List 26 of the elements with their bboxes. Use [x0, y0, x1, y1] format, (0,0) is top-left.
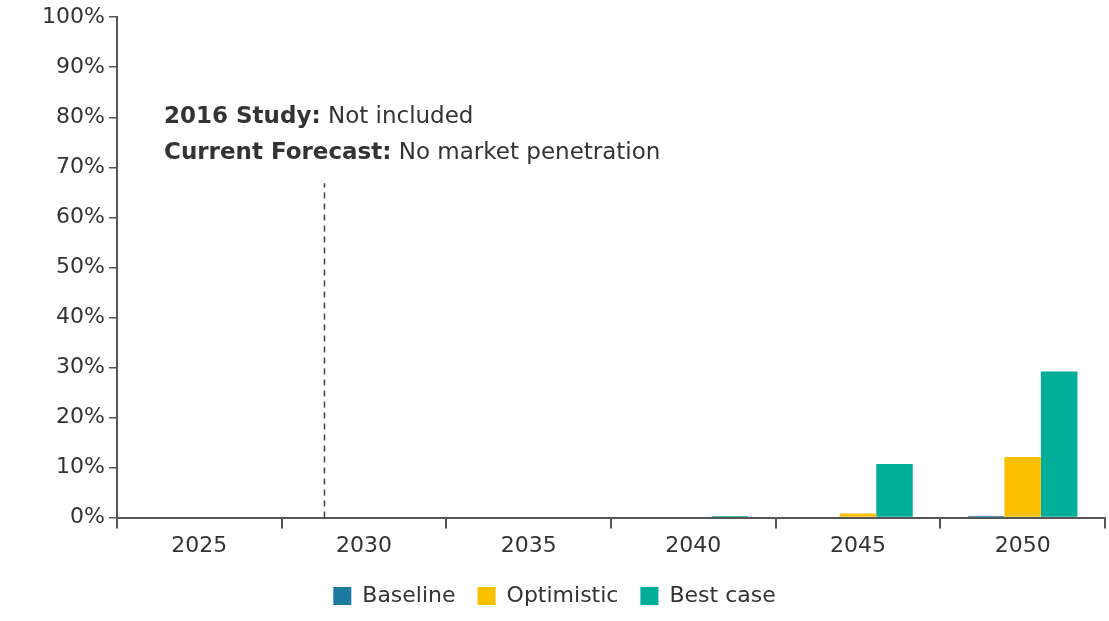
y-tick-label: 50%	[56, 253, 105, 279]
x-tick-label: 2025	[171, 531, 228, 557]
y-tick-label: 40%	[56, 303, 105, 329]
y-tick-label: 30%	[56, 353, 105, 379]
annotation: 2016 Study: Not included	[164, 102, 474, 129]
x-tick-label: 2030	[336, 531, 392, 557]
y-tick-label: 0%	[70, 503, 105, 529]
y-tick-label: 10%	[56, 453, 105, 479]
bar	[1040, 371, 1078, 517]
x-tick-label: 2045	[830, 531, 886, 557]
bar	[1004, 457, 1041, 517]
y-tick-label: 70%	[56, 153, 105, 179]
bar	[839, 513, 877, 517]
y-tick-label: 100%	[42, 2, 105, 28]
y-tick-label: 20%	[56, 403, 105, 429]
y-tick-label: 90%	[56, 52, 105, 78]
x-tick-label: 2040	[665, 531, 722, 557]
x-tick-label: 2035	[500, 531, 557, 557]
annotation: Current Forecast: No market penetration	[164, 138, 661, 165]
y-tick-label: 60%	[56, 203, 105, 229]
y-tick-label: 80%	[56, 103, 105, 128]
legend-label: Best case	[669, 581, 776, 607]
bar	[876, 464, 913, 517]
legend-label: Optimistic	[506, 581, 619, 607]
x-tick-label: 2050	[994, 531, 1051, 557]
legend-label: Baseline	[362, 581, 456, 607]
